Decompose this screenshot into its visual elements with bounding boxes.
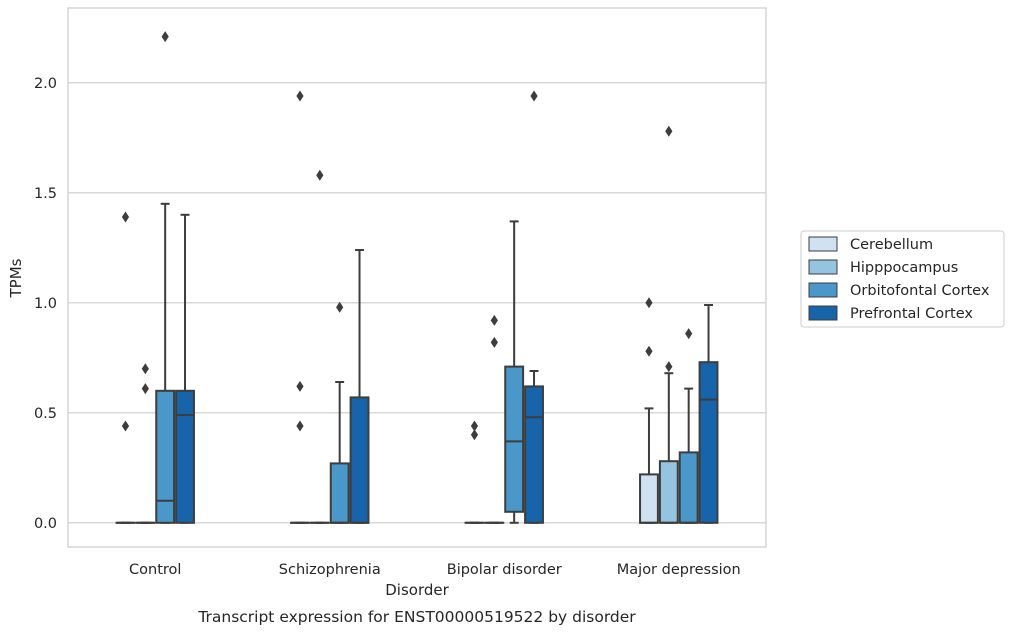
box-prefrontal-cortex [524,370,544,524]
y-tick-label: 2.0 [34,76,57,92]
legend-swatch [808,236,838,252]
legend-frame [800,230,1005,328]
box-body [658,460,679,524]
outlier-marker [645,297,653,309]
outlier-points [121,31,693,441]
box-body [524,385,544,524]
legend-label: Orbitofontal Cortex [850,283,990,299]
outlier-marker [141,383,149,395]
outlier-marker [645,345,653,357]
x-tick-label: Control [129,562,181,578]
outlier-marker [296,420,304,432]
outlier-marker [665,125,673,137]
outlier-marker [121,211,130,223]
outlier-marker [665,361,673,373]
legend-swatch [808,282,838,298]
y-tick-label: 1.5 [34,186,57,202]
box-series [115,202,719,524]
box-body [678,451,699,524]
x-tick-label: Schizophrenia [279,562,381,578]
outlier-marker [121,420,130,432]
legend-label: Cerebellum [850,237,933,253]
outlier-marker [530,90,538,102]
x-axis-ticks: Control Schizophrenia Bipolar disorder Majo… [129,562,741,578]
outlier-marker [490,336,498,348]
y-axis-ticks: 0.0 0.5 1.0 1.5 2.0 [34,76,57,532]
x-tick-label: Bipolar disorder [447,562,562,578]
legend: Cerebellum Hipppocampus Orbitofontal Corte… [800,230,1005,328]
box-body [175,389,195,524]
box-orbitofontal-cortex [329,381,350,524]
y-tick-label: 1.0 [34,296,57,312]
box-body [349,396,370,524]
figure-caption: Transcript expression for ENST0000051952… [197,608,636,626]
box-cerebellum [639,407,659,524]
x-tick-label: Major depression [617,562,741,578]
y-tick-label: 0.0 [34,516,57,532]
legend-swatch [808,259,838,275]
outlier-marker [316,169,324,181]
outlier-marker [296,90,304,102]
box-body [155,389,176,524]
x-axis-label: Disorder [385,581,449,599]
legend-swatch [808,305,838,321]
outlier-marker [336,301,344,313]
box-orbitofontal-cortex [678,387,699,524]
outlier-marker [470,429,479,441]
box-body [639,473,659,524]
box-orbitofontal-cortex [504,220,525,524]
legend-label: Hipppocampus [850,260,958,276]
legend-label: Prefrontal Cortex [850,306,973,322]
y-axis-label: TPMs [7,258,25,298]
box-prefrontal-cortex [698,304,719,524]
outlier-marker [141,363,149,375]
outlier-marker [161,31,169,43]
box-body [698,361,719,524]
box-prefrontal-cortex [175,213,195,524]
outlier-marker [470,420,479,432]
box-prefrontal-cortex [349,249,370,524]
box-body [504,365,525,513]
outlier-marker [296,380,304,392]
outlier-marker [685,328,693,340]
box-body [329,462,350,524]
box-orbitofontal-cortex [155,202,176,524]
y-tick-label: 0.5 [34,406,57,422]
box-hipppocampus [658,372,679,524]
outlier-marker [490,314,498,326]
